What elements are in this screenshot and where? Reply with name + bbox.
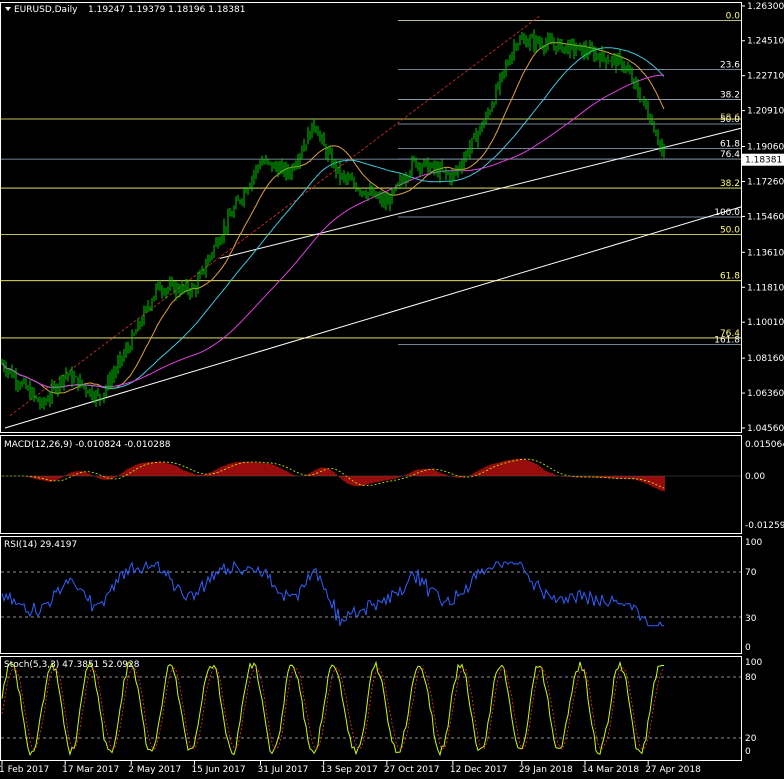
macd-label: MACD(12,26,9) -0.010824 -0.010288 [4, 440, 171, 450]
fib-labels: 0.023.638.250.061.876.4100.0161.858.638.… [714, 12, 740, 346]
time-axis-label: 27 Oct 2017 [384, 765, 440, 775]
price-panel-frame [0, 2, 742, 433]
yellow-fib-label: 76.4 [720, 329, 740, 339]
price-axis-label: 1.08160 [747, 354, 784, 364]
time-axis-label: 17 Mar 2017 [62, 765, 119, 775]
macd-signal-line [1, 458, 741, 489]
time-axis-label: 27 Apr 2018 [645, 765, 701, 775]
time-axis-label: 2 May 2017 [128, 765, 181, 775]
fib-level-label: 161.8 [714, 336, 740, 346]
price-axis-label: 1.20910 [747, 107, 784, 117]
rsi-label: RSI(14) 29.4197 [4, 540, 77, 550]
time-axis-label: 13 Sep 2017 [321, 765, 378, 775]
fib-level-label: 100.0 [714, 208, 740, 218]
fib-level-label: 76.4 [720, 150, 740, 160]
time-axis-label: 29 Jan 2018 [519, 765, 573, 775]
macd-panel-frame [0, 435, 742, 534]
price-axis-label: 1.15460 [747, 212, 784, 222]
panel-frames [0, 2, 742, 761]
macd-axis: 0.015064 0.00 -0.01259 [745, 440, 784, 531]
trend-line-upper [219, 127, 742, 259]
price-axis: 1.26300 1.24510 1.22710 1.20910 1.19060 1.183… [741, 2, 784, 434]
stoch-axis: 100 80 20 0 [745, 658, 762, 757]
fib-level-label: 38.2 [720, 91, 740, 101]
stoch-label: Stoch(5,3,3) 47.3851 52.0928 [4, 660, 140, 670]
price-header: EURUSD,Daily 1.19247 1.19379 1.18196 1.1… [5, 5, 245, 15]
candles [1, 29, 665, 410]
price-axis-label: 1.19060 [747, 143, 784, 153]
ma-mid-line [1, 47, 665, 389]
rsi-axis-100: 100 [745, 538, 762, 548]
price-axis-label: 1.06360 [747, 389, 784, 399]
price-axis-label: 1.10010 [747, 318, 784, 328]
price-axis-label: 1.04560 [747, 424, 784, 434]
macd-axis-top: 0.015064 [745, 440, 784, 450]
rsi-line [1, 560, 665, 627]
stoch-panel-frame [0, 656, 742, 761]
price-axis-label: 1.22710 [747, 72, 784, 82]
macd-signal [2, 458, 665, 489]
symbol-label: EURUSD,Daily [14, 5, 78, 15]
yellow-fib-label: 61.8 [720, 272, 740, 282]
fib-level-label: 0.0 [726, 12, 741, 22]
time-axis-label: 15 Jun 2017 [191, 765, 245, 775]
macd-axis-zero: 0.00 [745, 472, 765, 482]
yellow-fib-label: 38.2 [720, 179, 740, 189]
stoch-axis-100: 100 [745, 658, 762, 668]
stoch-axis-0: 0 [745, 747, 751, 757]
fib-level-label: 61.8 [720, 139, 740, 149]
stoch-lines [1, 660, 665, 757]
trend-line-red [9, 15, 541, 416]
current-price-box [742, 153, 784, 166]
stoch-main-line [1, 660, 665, 757]
stoch-axis-20: 20 [745, 734, 757, 744]
fib-yellow-lines [1, 118, 741, 339]
time-axis-label: 31 Jul 2017 [257, 765, 308, 775]
fib-level-label: 23.6 [720, 60, 740, 70]
price-axis-label: 1.17260 [747, 177, 784, 187]
rsi-axis-30: 30 [745, 614, 757, 624]
fib-level-label: 50.0 [720, 115, 740, 125]
yellow-fib-label: 50.0 [720, 225, 740, 235]
price-axis-label: 1.13610 [747, 248, 784, 258]
macd-axis-bottom: -0.01259 [745, 521, 784, 531]
rsi-axis-0: 0 [745, 643, 751, 653]
stoch-axis-80: 80 [745, 673, 757, 683]
price-axis-label: 1.11810 [747, 283, 784, 293]
price-axis-label: 1.26300 [747, 2, 784, 12]
symbol-arrow-icon [5, 7, 11, 11]
ma-slow-line [1, 74, 665, 388]
moving-averages [1, 42, 665, 394]
price-axis-label: 1.24510 [747, 37, 784, 47]
trend-line-lower [4, 206, 742, 429]
rsi-axis-70: 70 [745, 568, 757, 578]
ma-fast-line [1, 42, 665, 394]
time-axis-label: 1 Feb 2017 [0, 765, 49, 775]
ohlc-label: 1.19247 1.19379 1.18196 1.18381 [88, 5, 245, 15]
current-price-label: 1.18381 [745, 156, 782, 166]
rsi-axis: 100 70 30 0 [745, 538, 762, 653]
stoch-signal-line [1, 667, 665, 750]
time-axis-label: 12 Dec 2017 [450, 765, 508, 775]
fib-overlap-label: 58.6 [720, 113, 740, 123]
rsi-path [1, 560, 665, 627]
fib-lines [1, 20, 741, 345]
trend-lines [4, 15, 742, 429]
rsi-panel-frame [0, 536, 742, 654]
time-axis: 1 Feb 2017 17 Mar 2017 2 May 2017 15 Jun 20… [0, 761, 701, 775]
time-axis-label: 14 Mar 2018 [582, 765, 639, 775]
rsi-levels [1, 571, 741, 618]
